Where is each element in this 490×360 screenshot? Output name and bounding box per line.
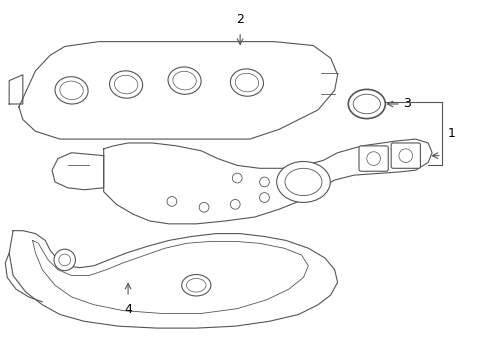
Polygon shape <box>104 139 432 224</box>
Ellipse shape <box>277 162 330 202</box>
Text: 3: 3 <box>403 98 411 111</box>
Ellipse shape <box>54 249 75 271</box>
Ellipse shape <box>59 254 71 266</box>
Ellipse shape <box>260 193 270 202</box>
Ellipse shape <box>55 77 88 104</box>
Ellipse shape <box>199 202 209 212</box>
Polygon shape <box>9 231 338 328</box>
Polygon shape <box>52 153 104 190</box>
Ellipse shape <box>285 168 322 195</box>
Ellipse shape <box>232 173 242 183</box>
Ellipse shape <box>182 275 211 296</box>
Text: 2: 2 <box>236 13 244 26</box>
Ellipse shape <box>235 73 259 92</box>
Ellipse shape <box>168 67 201 94</box>
Ellipse shape <box>399 149 413 162</box>
Text: 1: 1 <box>448 127 456 140</box>
Ellipse shape <box>110 71 143 98</box>
Ellipse shape <box>230 199 240 209</box>
Ellipse shape <box>230 69 264 96</box>
Polygon shape <box>19 42 338 139</box>
Polygon shape <box>9 75 23 104</box>
Ellipse shape <box>260 177 270 187</box>
Ellipse shape <box>115 75 138 94</box>
Text: 4: 4 <box>124 303 132 316</box>
FancyBboxPatch shape <box>391 143 420 168</box>
Ellipse shape <box>348 89 385 118</box>
Ellipse shape <box>187 278 206 292</box>
Ellipse shape <box>173 71 196 90</box>
Ellipse shape <box>167 197 177 206</box>
Ellipse shape <box>353 94 380 114</box>
Ellipse shape <box>367 152 380 165</box>
Ellipse shape <box>60 81 83 100</box>
FancyBboxPatch shape <box>359 146 388 171</box>
